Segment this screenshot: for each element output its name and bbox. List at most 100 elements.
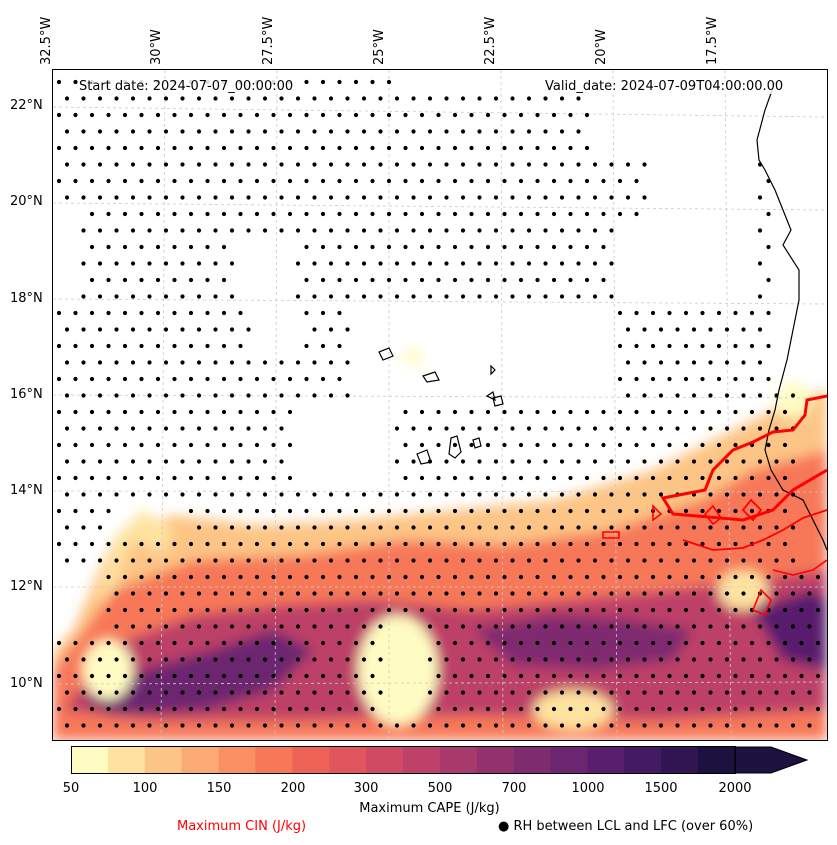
rh-dot [180, 162, 185, 167]
map-panel[interactable]: Start date: 2024-07-07_00:00:00 Valid_da… [52, 69, 828, 741]
rh-dot [229, 525, 235, 530]
rh-dot [155, 673, 161, 679]
rh-dot [436, 442, 441, 448]
rh-dot [403, 574, 408, 580]
rh-dot [320, 211, 326, 217]
rh-dot [106, 145, 111, 151]
rh-dot [295, 657, 301, 662]
rh-dot [568, 541, 573, 547]
rh-dot [370, 541, 375, 547]
rh-dot [502, 409, 507, 415]
rh-dot [592, 690, 598, 695]
cin-contour-4 [751, 588, 772, 617]
rh-dot [56, 409, 62, 415]
rh-dot [576, 558, 581, 563]
rh-dot [304, 640, 309, 646]
rh-dot [411, 591, 416, 596]
rh-dot [81, 195, 86, 200]
rh-dot [73, 310, 78, 316]
rh-dot [510, 129, 515, 134]
cape-clear-patch-1 [358, 615, 438, 725]
rh-dot [568, 244, 573, 250]
rh-dot [782, 640, 788, 646]
rh-dot [757, 525, 763, 530]
rh-dot [493, 525, 499, 530]
rh-dot [774, 459, 779, 464]
rh-dot [229, 657, 235, 662]
rh-dot [617, 607, 623, 613]
rh-dot [576, 195, 581, 200]
rh-dot [205, 244, 210, 250]
rh-dot [213, 426, 218, 431]
rh-dot [741, 327, 746, 332]
rh-dot [535, 211, 540, 217]
rh-dot [262, 591, 268, 596]
rh-dot [97, 162, 103, 167]
rh-dot [799, 640, 804, 646]
rh-dot [708, 393, 713, 398]
rh-dot [106, 409, 111, 415]
rh-dot [337, 211, 342, 217]
rh-dot [543, 591, 548, 596]
rh-dot [147, 558, 152, 563]
rh-dot [320, 607, 326, 613]
rh-dot [147, 591, 152, 596]
rh-dot [733, 343, 738, 349]
rh-dot [477, 492, 482, 497]
rh-dot [163, 261, 169, 266]
rh-dot [650, 541, 656, 547]
rh-dot [502, 607, 507, 613]
rh-dot [304, 79, 309, 85]
rh-dot [188, 442, 194, 448]
rh-dot [502, 541, 507, 547]
rh-dot [81, 129, 86, 134]
rh-dot [708, 558, 713, 563]
rh-dot [279, 129, 284, 134]
rh-dot [246, 690, 251, 695]
rh-dot [493, 96, 499, 101]
rh-dot [543, 723, 548, 728]
rh-dot [130, 558, 136, 563]
rh-dot [188, 112, 194, 118]
rh-dot [502, 475, 507, 481]
rh-dot [477, 426, 482, 431]
rh-dot [337, 145, 342, 151]
rh-dot [205, 409, 210, 415]
rh-dot [485, 541, 491, 547]
rh-dot [526, 195, 532, 200]
rh-dot [287, 442, 293, 448]
rh-dot [700, 508, 705, 514]
rh-dot [139, 277, 144, 283]
rh-dot [89, 310, 95, 316]
rh-dot [502, 640, 507, 646]
rh-dot [64, 327, 70, 332]
colorbar-cell [698, 747, 736, 773]
rh-dot [287, 112, 293, 118]
rh-dot [97, 360, 103, 365]
rh-dot [337, 244, 342, 250]
lat-label-20n: 20°N [10, 194, 43, 209]
rh-dot [502, 178, 507, 184]
rh-dot [205, 508, 210, 514]
rh-dot [213, 162, 218, 167]
rh-dot [460, 294, 466, 299]
rh-dot [625, 525, 631, 530]
rh-dot [262, 228, 268, 233]
rh-dot [675, 525, 680, 530]
rh-dot [460, 723, 466, 728]
rh-dot [576, 294, 581, 299]
rh-dot [147, 162, 152, 167]
rh-dot [97, 690, 103, 695]
rh-dot [221, 310, 227, 316]
rh-dot [345, 228, 350, 233]
rh-dot [163, 162, 169, 167]
rh-dot [188, 475, 194, 481]
rh-dot [353, 706, 359, 712]
rh-dot [106, 376, 111, 382]
rh-dot [683, 574, 689, 580]
rh-dot [609, 624, 614, 629]
rh-dot [601, 508, 606, 514]
rh-dot [625, 723, 631, 728]
rh-dot [147, 492, 152, 497]
rh-dot [733, 310, 738, 316]
